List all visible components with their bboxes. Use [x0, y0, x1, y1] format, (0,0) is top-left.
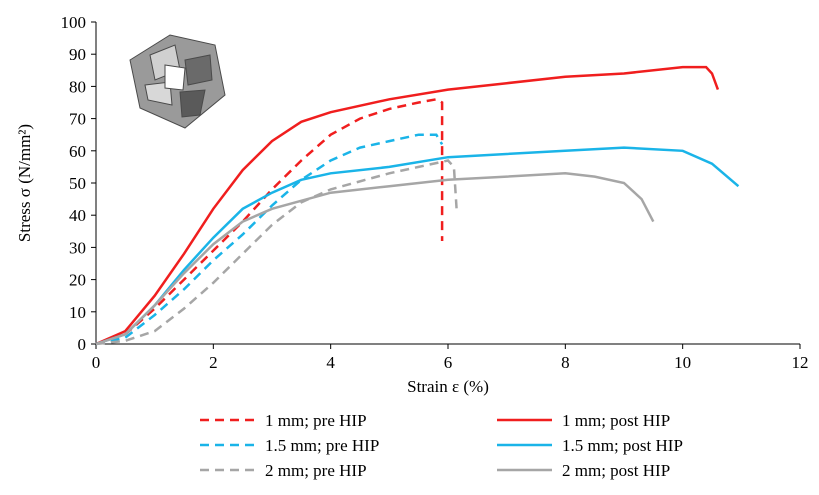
- y-tick-label: 70: [69, 110, 86, 129]
- chart: Strain ε (%) Stress σ (N/mm²) 0102030405…: [0, 0, 819, 490]
- y-tick-label: 60: [69, 142, 86, 161]
- lattice-inset: [130, 35, 225, 128]
- legend-label: 2 mm; pre HIP: [265, 461, 367, 480]
- x-tick-label: 10: [674, 353, 691, 372]
- x-tick-label: 12: [792, 353, 809, 372]
- y-tick-label: 80: [69, 77, 86, 96]
- y-tick-label: 50: [69, 174, 86, 193]
- x-tick-label: 0: [92, 353, 101, 372]
- series-line: [96, 99, 442, 344]
- y-tick-label: 10: [69, 303, 86, 322]
- y-tick-label: 100: [61, 13, 87, 32]
- legend-label: 1.5 mm; post HIP: [562, 436, 683, 455]
- y-tick-label: 90: [69, 45, 86, 64]
- y-axis-label: Stress σ (N/mm²): [15, 124, 34, 242]
- x-tick-label: 6: [444, 353, 453, 372]
- series-line: [96, 148, 738, 344]
- y-tick-label: 30: [69, 238, 86, 257]
- x-tick-label: 8: [561, 353, 570, 372]
- y-tick-label: 40: [69, 206, 86, 225]
- y-tick-label: 20: [69, 271, 86, 290]
- x-tick-label: 4: [326, 353, 335, 372]
- y-tick-label: 0: [78, 335, 87, 354]
- legend-label: 1 mm; pre HIP: [265, 411, 367, 430]
- legend-label: 2 mm; post HIP: [562, 461, 670, 480]
- series-line: [96, 161, 457, 345]
- legend-label: 1 mm; post HIP: [562, 411, 670, 430]
- legend-label: 1.5 mm; pre HIP: [265, 436, 379, 455]
- x-axis-label: Strain ε (%): [407, 377, 489, 396]
- x-tick-label: 2: [209, 353, 218, 372]
